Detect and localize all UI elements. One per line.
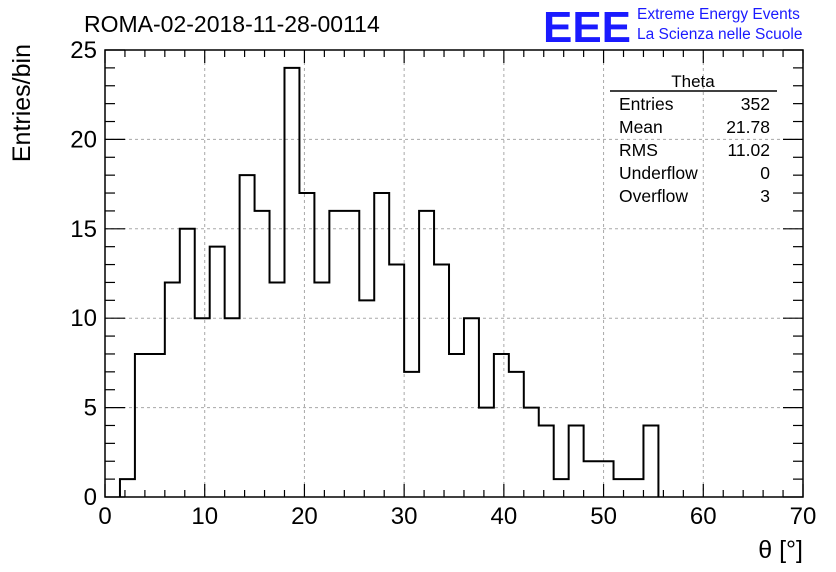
histogram-outline [118, 66, 660, 497]
stats-label: Mean [619, 117, 663, 137]
histogram-series [118, 66, 660, 497]
histogram-bin [180, 229, 195, 497]
histogram-bin [329, 211, 344, 497]
histogram-bin [210, 247, 225, 497]
stats-value: 3 [760, 186, 770, 206]
histogram-bin [389, 265, 404, 497]
chart-title: ROMA-02-2018-11-28-00114 [84, 11, 380, 37]
x-tick-label: 70 [790, 503, 817, 530]
x-tick-label: 10 [191, 503, 218, 530]
x-tick-label: 40 [491, 503, 518, 530]
x-tick-label: 30 [391, 503, 418, 530]
histogram-bin [359, 300, 374, 497]
histogram-bin [524, 408, 539, 497]
histogram-bin [404, 372, 419, 497]
histogram-bin [434, 265, 449, 497]
y-tick-label: 25 [70, 37, 97, 64]
y-tick-label: 20 [70, 126, 97, 153]
stats-value: 21.78 [726, 117, 770, 137]
y-axis-label: Entries/bin [8, 44, 36, 162]
logo-line-2: La Scienza nelle Scuole [637, 26, 802, 43]
histogram-bin [643, 425, 658, 497]
histogram-bin [120, 479, 135, 497]
plot-frame [104, 49, 804, 498]
histogram-bin [270, 282, 285, 497]
x-axis-label: θ [°] [758, 536, 803, 564]
stats-box: Theta Entries 352 Mean 21.78 RMS 11.02 Underfl… [610, 72, 777, 206]
histogram-bin [374, 193, 389, 497]
eee-logo-icon: EEE [543, 3, 631, 52]
y-axis: 0 5 10 15 20 25 [70, 37, 803, 511]
grid-lines [105, 50, 803, 497]
histogram-bin [569, 425, 584, 497]
histogram-bin [284, 68, 299, 497]
histogram-bin [614, 479, 629, 497]
histogram-bin [255, 211, 270, 497]
stats-value: 352 [741, 94, 770, 114]
histogram-bin [539, 425, 554, 497]
histogram-bin [150, 354, 165, 497]
histogram-bin [479, 408, 494, 497]
histogram-bin [509, 372, 524, 497]
stats-label: Underflow [619, 163, 698, 183]
y-tick-label: 0 [84, 484, 97, 511]
stats-value: 0 [760, 163, 770, 183]
histogram-bin [494, 354, 509, 497]
histogram-bin [554, 479, 569, 497]
histogram-bin [299, 193, 314, 497]
histogram-bin [240, 175, 255, 497]
y-tick-label: 15 [70, 216, 97, 243]
stats-label: Overflow [619, 186, 688, 206]
histogram-bin [135, 354, 150, 497]
histogram-bin [584, 461, 599, 497]
histogram-bin [629, 479, 644, 497]
x-tick-label: 0 [98, 503, 111, 530]
y-tick-label: 5 [84, 395, 97, 422]
stats-label: Entries [619, 94, 674, 114]
y-tick-label: 10 [70, 305, 97, 332]
histogram-bin [344, 211, 359, 497]
stats-value: 11.02 [728, 140, 771, 160]
logo-line-1: Extreme Energy Events [637, 6, 800, 23]
x-tick-label: 20 [291, 503, 318, 530]
x-tick-label: 60 [690, 503, 717, 530]
stats-label: RMS [619, 140, 658, 160]
histogram-bin [419, 211, 434, 497]
histogram-bin [314, 282, 329, 497]
x-tick-label: 50 [590, 503, 617, 530]
histogram-bin [165, 282, 180, 497]
histogram-bin [449, 354, 464, 497]
histogram-bin [599, 461, 614, 497]
stats-title: Theta [671, 72, 715, 91]
x-axis: 0 10 20 30 40 50 60 70 [98, 50, 816, 530]
